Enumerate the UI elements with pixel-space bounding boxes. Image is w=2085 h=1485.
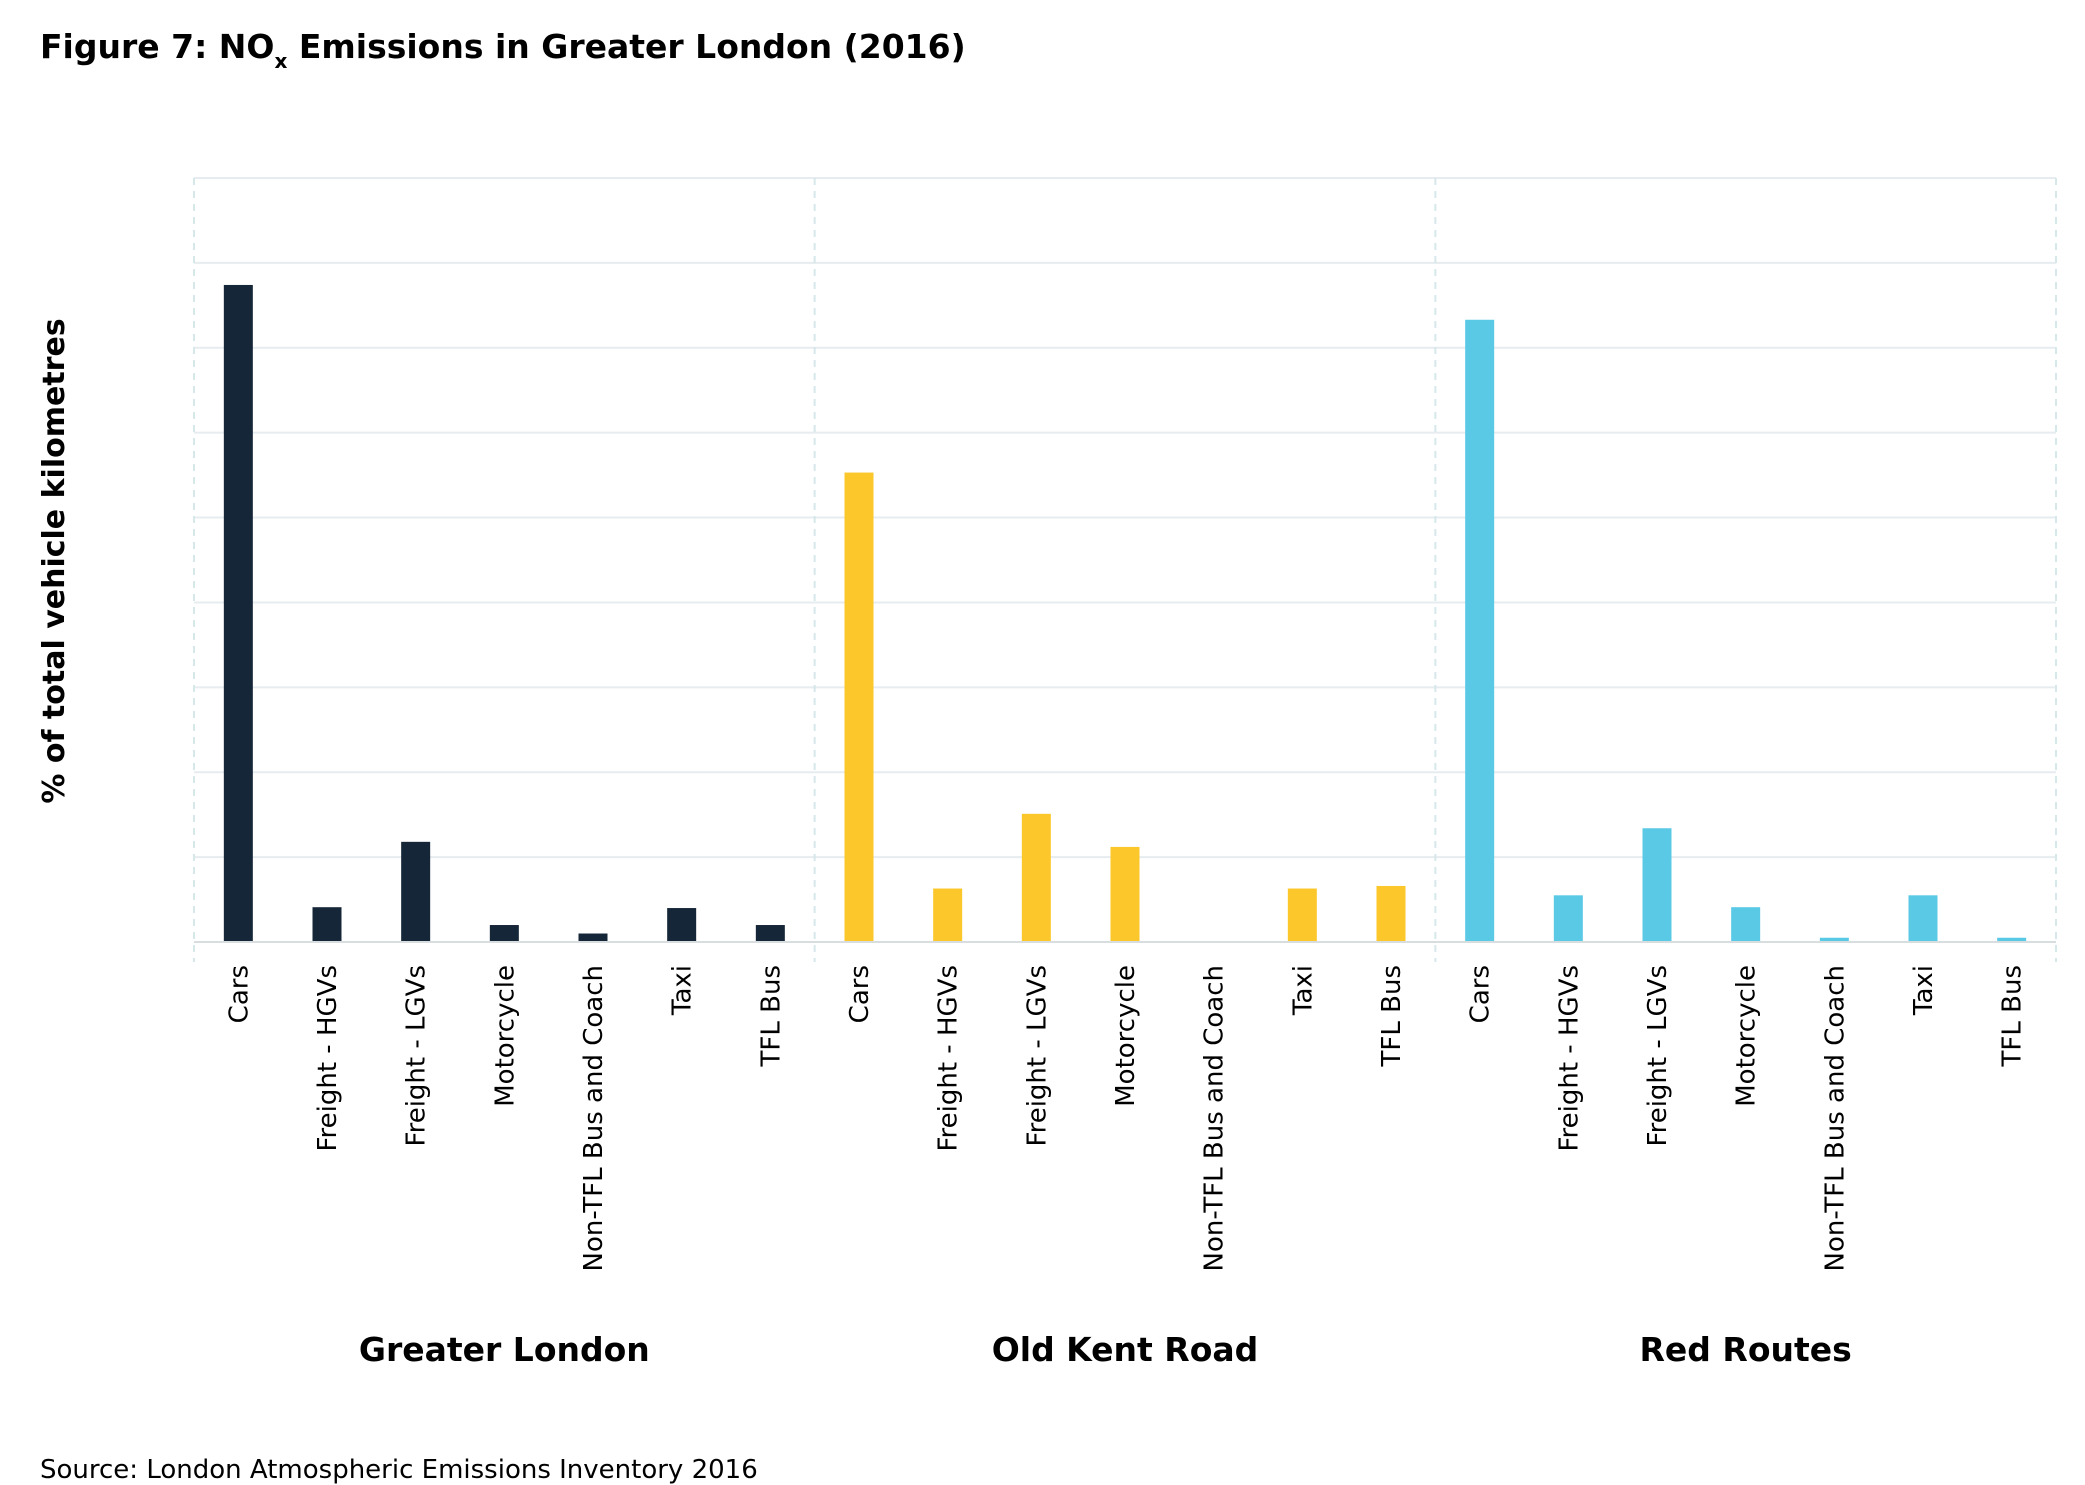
bar bbox=[1731, 907, 1761, 942]
bar bbox=[1465, 319, 1495, 943]
chart-title: Figure 7: NOx Emissions in Greater Londo… bbox=[40, 27, 966, 73]
bar bbox=[1376, 885, 1406, 942]
x-tick-label: Freight - HGVs bbox=[1554, 965, 1584, 1152]
x-tick-label: TFL Bus bbox=[1998, 965, 2028, 1067]
x-tick-label: Non-TFL Bus and Coach bbox=[579, 965, 609, 1272]
x-tick-label: Non-TFL Bus and Coach bbox=[1200, 965, 1230, 1272]
x-tick-label: Taxi bbox=[1288, 965, 1318, 1016]
x-tick-label: Cars bbox=[224, 965, 254, 1023]
title-subscript: x bbox=[274, 49, 287, 73]
title-rest: Emissions in Greater London (2016) bbox=[287, 27, 965, 66]
bar bbox=[1110, 846, 1140, 942]
group-label: Red Routes bbox=[1640, 1330, 1852, 1369]
bar bbox=[844, 472, 874, 942]
bar bbox=[1908, 895, 1938, 942]
bar bbox=[1553, 895, 1583, 942]
bar bbox=[578, 933, 608, 942]
group-label: Greater London bbox=[359, 1330, 650, 1369]
title-main: Figure 7: NO bbox=[40, 27, 274, 66]
x-tick-label: Taxi bbox=[1909, 965, 1939, 1016]
bar bbox=[1021, 813, 1051, 942]
bar bbox=[933, 888, 963, 942]
x-tick-label: Freight - LGVs bbox=[402, 965, 432, 1146]
bar bbox=[667, 908, 697, 942]
x-tick-label: TFL Bus bbox=[756, 965, 786, 1067]
bar bbox=[1819, 937, 1849, 942]
bar bbox=[755, 925, 785, 942]
bar bbox=[401, 841, 431, 942]
y-axis-label: % of total vehicle kilometres bbox=[37, 318, 72, 803]
x-tick-label: TFL Bus bbox=[1377, 965, 1407, 1067]
x-tick-label: Cars bbox=[845, 965, 875, 1023]
bar bbox=[489, 925, 519, 942]
x-tick-label: Cars bbox=[1466, 965, 1496, 1023]
bar bbox=[1287, 888, 1317, 942]
x-tick-label: Freight - HGVs bbox=[934, 965, 964, 1152]
group-label: Old Kent Road bbox=[992, 1330, 1259, 1369]
x-tick-label: Freight - HGVs bbox=[313, 965, 343, 1152]
x-tick-label: Freight - LGVs bbox=[1643, 965, 1673, 1146]
bar bbox=[1997, 937, 2027, 942]
bar bbox=[1642, 828, 1672, 942]
source-note: Source: London Atmospheric Emissions Inv… bbox=[40, 1455, 758, 1485]
x-tick-label: Motorcycle bbox=[1732, 965, 1762, 1107]
bar bbox=[223, 284, 253, 943]
bar bbox=[312, 907, 342, 942]
x-tick-label: Freight - LGVs bbox=[1022, 965, 1052, 1146]
x-tick-label: Non-TFL Bus and Coach bbox=[1820, 965, 1850, 1272]
x-tick-label: Motorcycle bbox=[490, 965, 520, 1107]
x-tick-label: Motorcycle bbox=[1111, 965, 1141, 1107]
x-tick-label: Taxi bbox=[668, 965, 698, 1016]
